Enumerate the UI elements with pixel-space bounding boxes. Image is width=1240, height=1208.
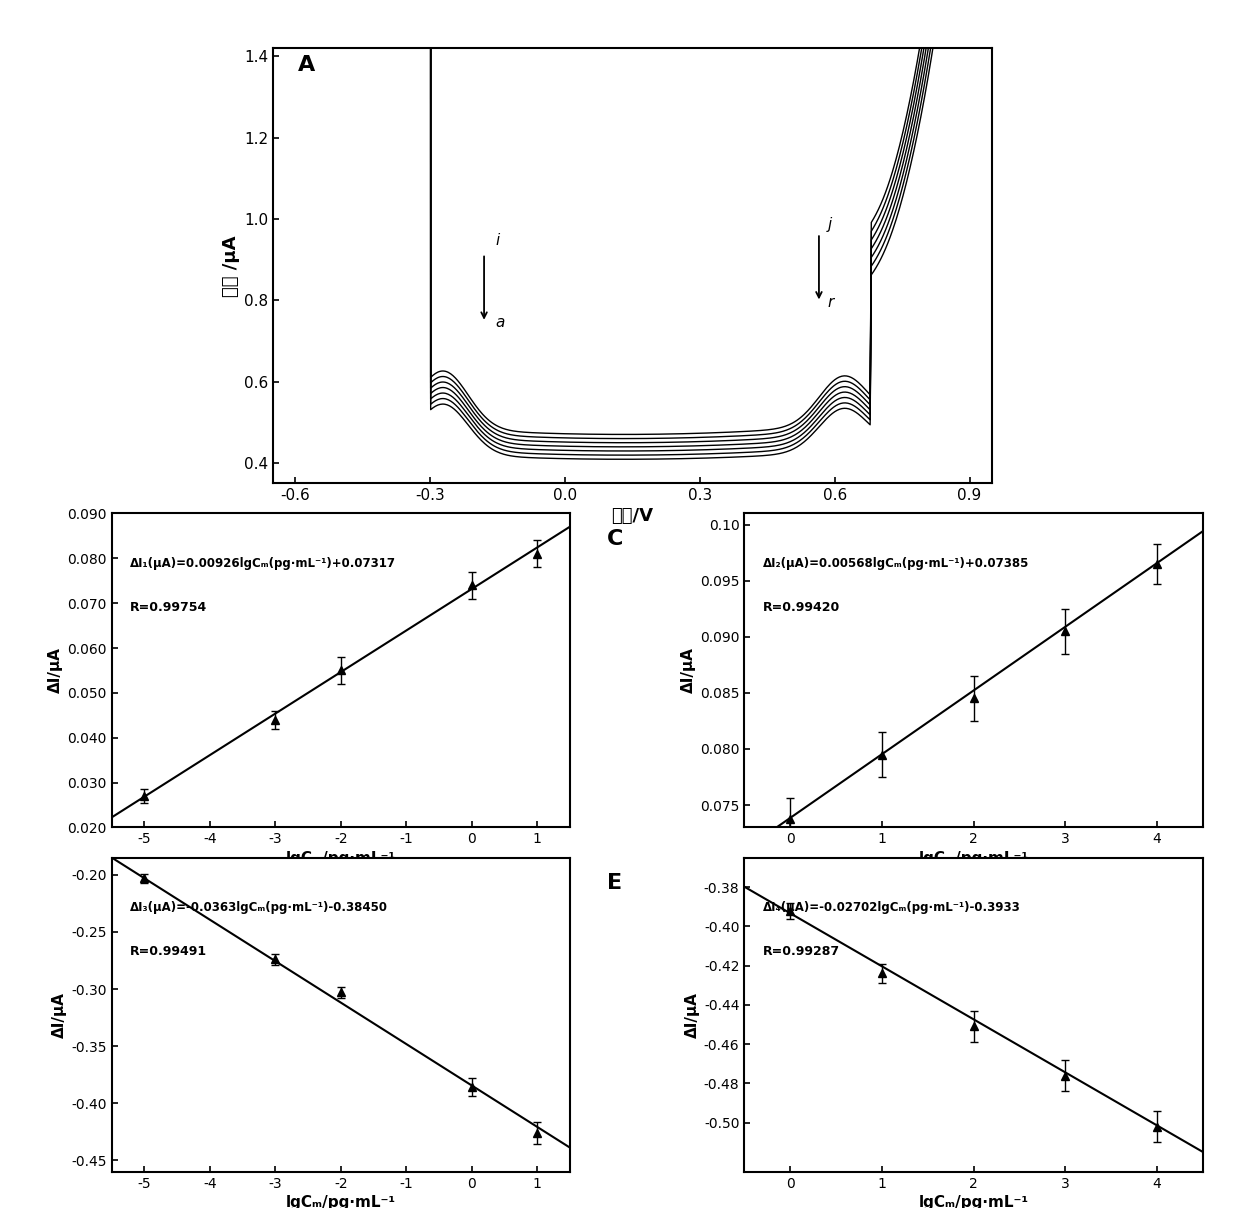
Text: i: i xyxy=(495,233,500,249)
X-axis label: lgCₘ/pg·mL⁻¹: lgCₘ/pg·mL⁻¹ xyxy=(919,1195,1029,1208)
Text: R=0.99287: R=0.99287 xyxy=(763,945,839,958)
Y-axis label: ΔI/μA: ΔI/μA xyxy=(48,647,63,693)
X-axis label: lgCₘ/pg·mL⁻¹: lgCₘ/pg·mL⁻¹ xyxy=(285,850,396,865)
X-axis label: 电位/V: 电位/V xyxy=(611,507,653,525)
Text: C: C xyxy=(606,529,624,548)
Text: a: a xyxy=(495,315,505,330)
Text: R=0.99754: R=0.99754 xyxy=(130,600,207,614)
X-axis label: lgCₘ/pg·mL⁻¹: lgCₘ/pg·mL⁻¹ xyxy=(285,1195,396,1208)
Y-axis label: ΔI/μA: ΔI/μA xyxy=(684,992,699,1038)
Text: ΔI₄(μA)=-0.02702lgCₘ(pg·mL⁻¹)-0.3933: ΔI₄(μA)=-0.02702lgCₘ(pg·mL⁻¹)-0.3933 xyxy=(763,901,1021,914)
Y-axis label: 电流 /μA: 电流 /μA xyxy=(222,236,239,296)
X-axis label: lgCₘ/pg·mL⁻¹: lgCₘ/pg·mL⁻¹ xyxy=(919,850,1029,865)
Y-axis label: ΔI/μA: ΔI/μA xyxy=(681,647,696,693)
Text: R=0.99491: R=0.99491 xyxy=(130,945,207,958)
Y-axis label: ΔI/μA: ΔI/μA xyxy=(52,992,67,1038)
Text: j: j xyxy=(828,217,832,232)
Text: E: E xyxy=(606,873,622,893)
Text: ΔI₁(μA)=0.00926lgCₘ(pg·mL⁻¹)+0.07317: ΔI₁(μA)=0.00926lgCₘ(pg·mL⁻¹)+0.07317 xyxy=(130,557,396,570)
Text: R=0.99420: R=0.99420 xyxy=(763,600,839,614)
Text: r: r xyxy=(828,295,835,310)
Text: ΔI₂(μA)=0.00568lgCₘ(pg·mL⁻¹)+0.07385: ΔI₂(μA)=0.00568lgCₘ(pg·mL⁻¹)+0.07385 xyxy=(763,557,1029,570)
Text: ΔI₃(μA)=-0.0363lgCₘ(pg·mL⁻¹)-0.38450: ΔI₃(μA)=-0.0363lgCₘ(pg·mL⁻¹)-0.38450 xyxy=(130,901,388,914)
Text: A: A xyxy=(298,54,315,75)
